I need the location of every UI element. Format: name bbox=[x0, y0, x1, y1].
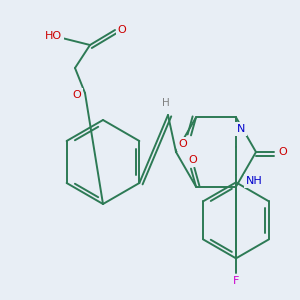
Text: O: O bbox=[73, 90, 81, 100]
Text: O: O bbox=[178, 140, 188, 149]
Text: F: F bbox=[233, 276, 239, 286]
Text: O: O bbox=[279, 147, 287, 157]
Text: O: O bbox=[189, 154, 197, 165]
Text: O: O bbox=[118, 25, 126, 35]
Text: HO: HO bbox=[44, 31, 62, 41]
Text: H: H bbox=[162, 98, 170, 108]
Text: NH: NH bbox=[246, 176, 262, 186]
Text: N: N bbox=[237, 124, 245, 134]
